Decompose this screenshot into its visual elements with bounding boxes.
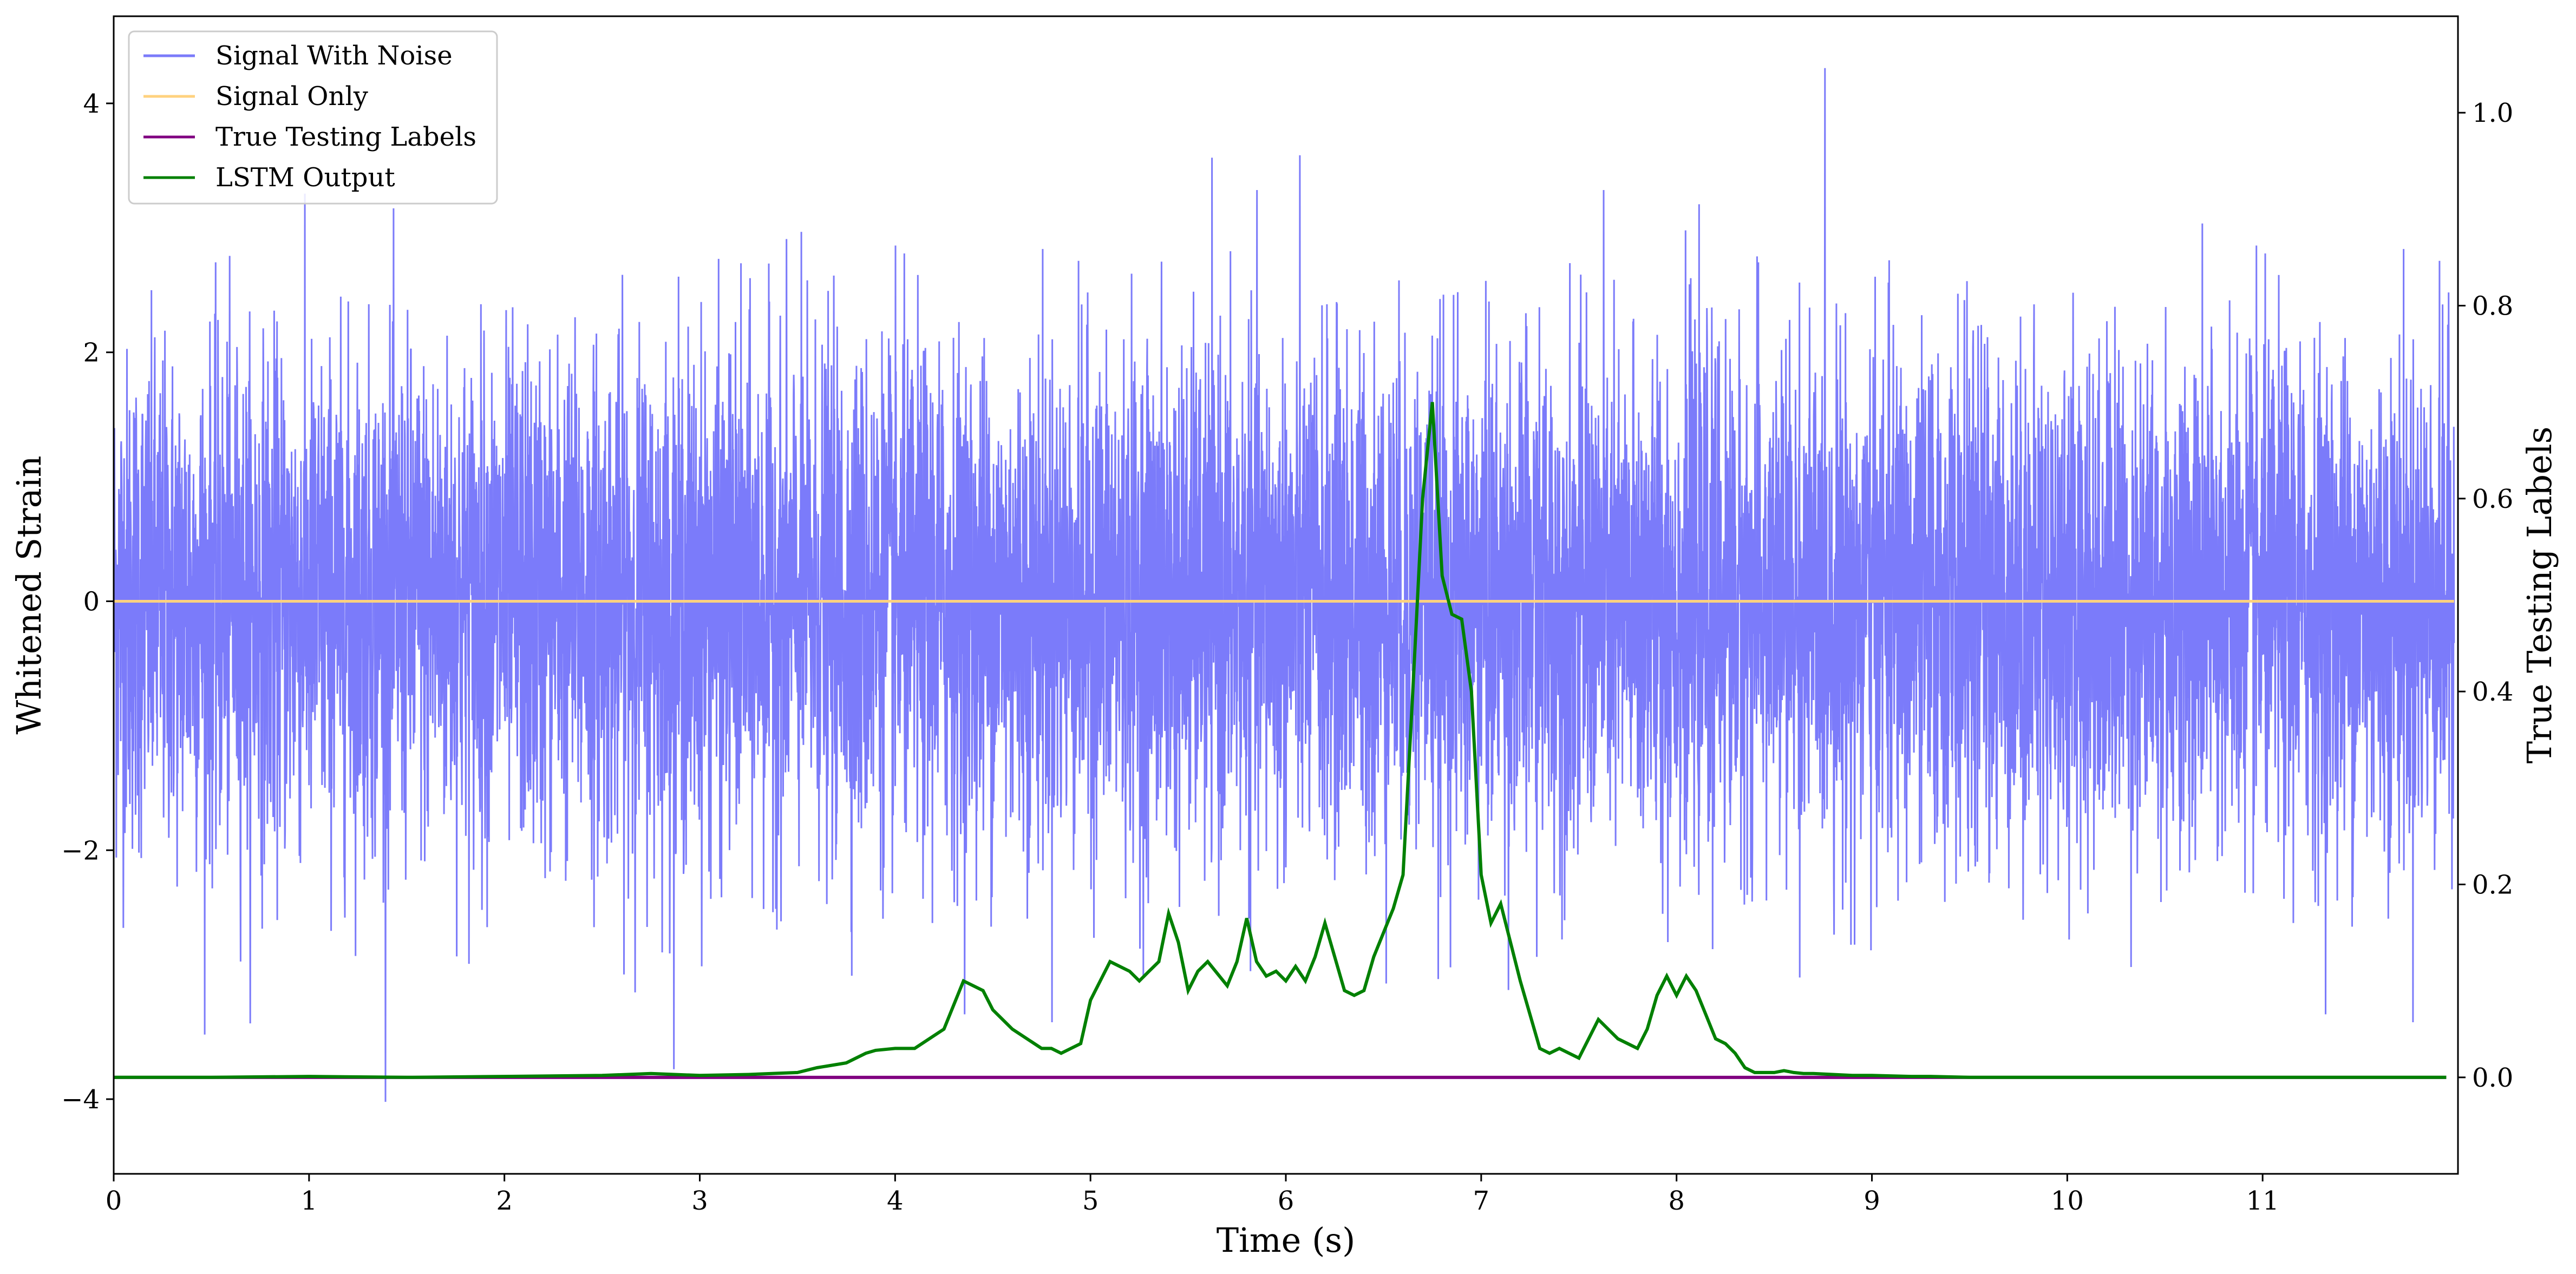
x-tick-label: 1 — [301, 1186, 318, 1216]
y-right-tick-label: 0.4 — [2472, 677, 2513, 707]
series-signal-with-noise — [114, 68, 2455, 1102]
x-tick-label: 3 — [691, 1186, 708, 1216]
y-axis-right-ticks: 0.0 0.2 0.4 0.6 0.8 1.0 — [2458, 98, 2513, 1093]
x-tick-label: 6 — [1278, 1186, 1294, 1216]
legend-label-lstm-output: LSTM Output — [215, 162, 395, 193]
x-tick-label: 5 — [1082, 1186, 1099, 1216]
x-tick-label: 11 — [2246, 1186, 2279, 1216]
y-right-tick-label: 0.8 — [2472, 291, 2513, 322]
x-tick-label: 4 — [887, 1186, 904, 1216]
x-tick-label: 10 — [2051, 1186, 2084, 1216]
y-left-tick-label: 0 — [83, 586, 100, 617]
x-tick-label: 9 — [1864, 1186, 1880, 1216]
x-axis-label: Time (s) — [1217, 1220, 1356, 1260]
legend-box — [128, 30, 498, 205]
x-axis-ticks: 0 1 2 3 4 5 6 7 8 9 10 11 — [106, 1174, 2279, 1216]
y-right-tick-label: 1.0 — [2472, 98, 2513, 128]
y-right-tick-label: 0.6 — [2472, 484, 2513, 514]
plot-area — [114, 68, 2455, 1102]
series-lstm-output — [114, 402, 2447, 1079]
y-left-tick-label: −2 — [61, 835, 100, 866]
y-axis-left-ticks: −4 −2 0 2 4 — [61, 89, 114, 1115]
legend-label-signal-with-noise: Signal With Noise — [215, 41, 453, 71]
legend: Signal With Noise Signal Only True Testi… — [128, 30, 498, 205]
y-left-tick-label: 4 — [83, 89, 100, 119]
x-tick-label: 2 — [496, 1186, 513, 1216]
y-left-tick-label: 2 — [83, 338, 100, 368]
x-tick-label: 8 — [1668, 1186, 1685, 1216]
y-axis-right-label: True Testing Labels — [2520, 427, 2559, 764]
x-tick-label: 0 — [106, 1186, 122, 1216]
x-tick-label: 7 — [1473, 1186, 1490, 1216]
y-left-tick-label: −4 — [61, 1084, 100, 1115]
y-right-tick-label: 0.0 — [2472, 1063, 2513, 1093]
legend-label-true-testing-labels: True Testing Labels — [215, 122, 476, 152]
y-right-tick-label: 0.2 — [2472, 870, 2513, 900]
legend-label-signal-only: Signal Only — [215, 81, 368, 112]
y-axis-left-label: Whitened Strain — [9, 456, 49, 735]
